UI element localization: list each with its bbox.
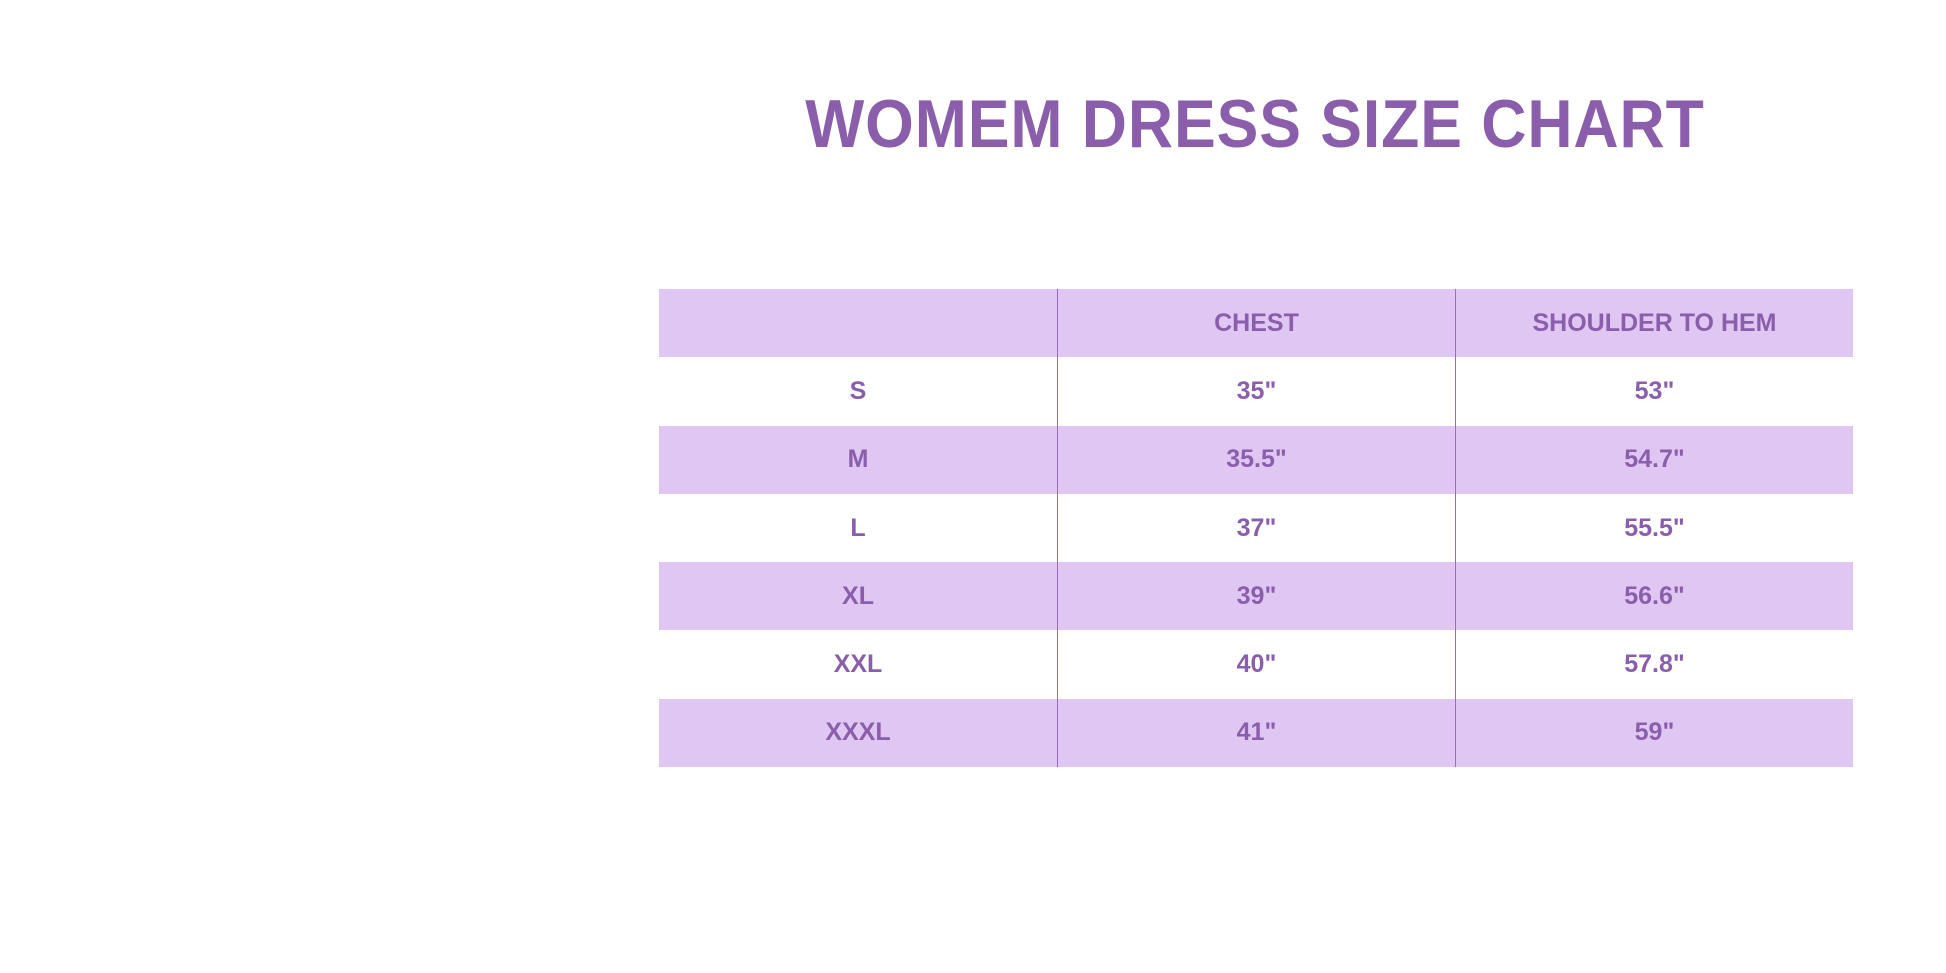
length-cell: 56.6"	[1455, 562, 1853, 631]
header-chest: CHEST	[1057, 289, 1455, 358]
length-cell: 54.7"	[1455, 425, 1853, 494]
size-cell: XXXL	[825, 718, 891, 747]
length-cell: 57.8"	[1455, 630, 1853, 699]
chest-cell: 35.5"	[1057, 425, 1455, 494]
size-cell: L	[850, 513, 866, 542]
size-cell: S	[849, 376, 867, 405]
size-cell: M	[847, 445, 869, 474]
table-row: M 35.5" 54.7"	[659, 425, 1853, 494]
table-header-row: CHEST SHOULDER TO HEM	[659, 289, 1853, 358]
header-size	[659, 289, 1057, 357]
header-shoulder-to-hem: SHOULDER TO HEM	[1455, 289, 1853, 358]
table-row: S 35" 53"	[659, 357, 1853, 426]
table-row: XXL 40" 57.8"	[659, 630, 1853, 699]
length-cell: 59"	[1455, 698, 1853, 768]
table-row: XL 39" 56.6"	[659, 562, 1853, 631]
chest-cell: 39"	[1057, 562, 1455, 631]
size-cell: XL	[842, 581, 874, 610]
chest-cell: 40"	[1057, 630, 1455, 699]
chest-cell: 35"	[1057, 357, 1455, 426]
size-cell: XXL	[833, 650, 883, 679]
length-cell: 53"	[1455, 357, 1853, 426]
length-cell: 55.5"	[1455, 493, 1853, 563]
chest-cell: 37"	[1057, 493, 1455, 563]
table-row: XXXL 41" 59"	[659, 698, 1853, 768]
page-title: WOMEM DRESS SIZE CHART	[805, 86, 1705, 162]
table-row: L 37" 55.5"	[659, 493, 1853, 563]
chest-cell: 41"	[1057, 698, 1455, 768]
size-table: CHEST SHOULDER TO HEM S 35" 53" M 35.5" …	[659, 289, 1853, 768]
